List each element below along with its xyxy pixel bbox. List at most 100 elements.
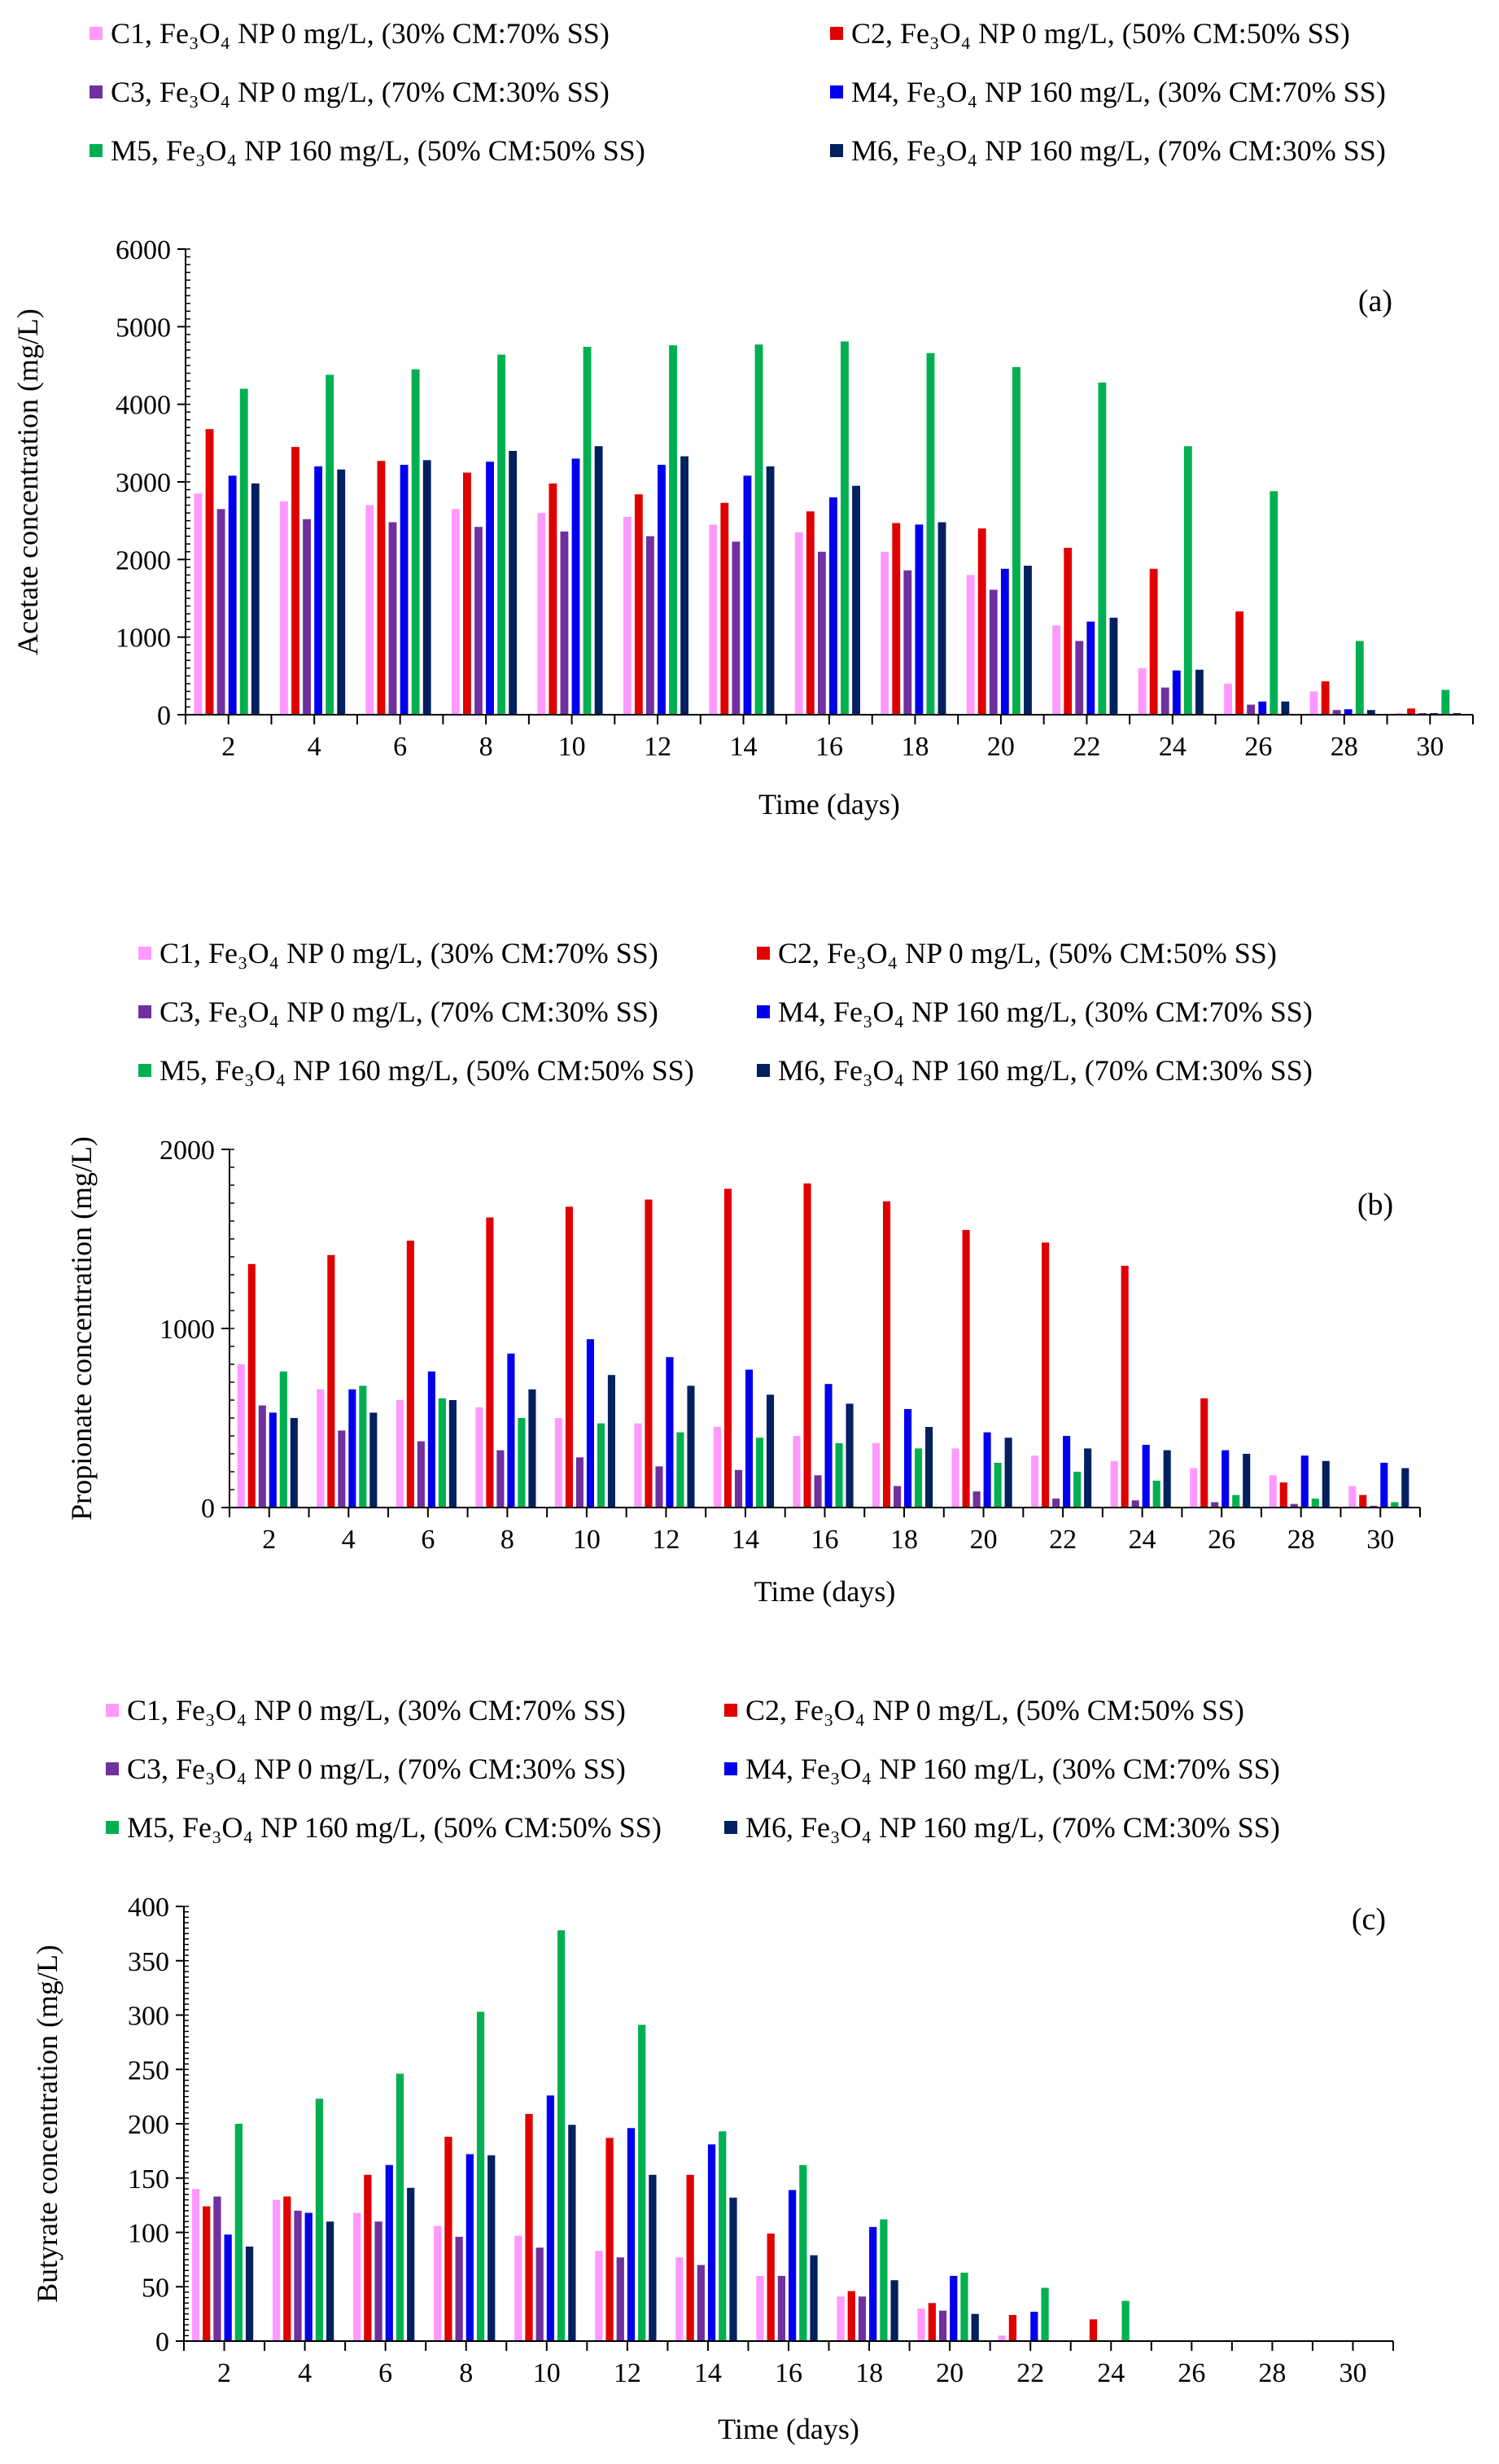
- bar: [707, 2144, 716, 2341]
- bar: [645, 1199, 653, 1508]
- bar: [917, 2308, 925, 2341]
- bar: [829, 497, 837, 715]
- bar: [646, 536, 654, 715]
- bar: [1279, 1482, 1287, 1508]
- bar: [1052, 625, 1061, 715]
- bar: [847, 2291, 855, 2341]
- bar: [326, 2221, 334, 2341]
- bar: [1138, 667, 1147, 715]
- x-tick-label: 24: [1129, 1525, 1156, 1555]
- legend-swatch: [830, 85, 843, 98]
- legend-label: C1, Fe₃O₄ NP 0 mg/L, (30% CM:70% SS): [160, 937, 658, 969]
- bar: [279, 1371, 287, 1508]
- bar: [1391, 1502, 1399, 1508]
- legend-item: C3, Fe₃O₄ NP 0 mg/L, (70% CM:30% SS): [106, 1752, 626, 1786]
- bar: [451, 509, 460, 715]
- legend-swatch: [138, 947, 151, 960]
- y-tick-label: 5000: [116, 313, 171, 343]
- bar: [213, 2196, 221, 2341]
- legend-swatch: [90, 85, 103, 98]
- bar: [880, 2219, 888, 2341]
- x-tick-label: 10: [558, 732, 586, 762]
- panel-label: (b): [1357, 1188, 1393, 1222]
- bar: [1281, 701, 1290, 715]
- y-tick-label: 150: [128, 2164, 169, 2195]
- bar: [1052, 1499, 1060, 1508]
- bar: [1258, 701, 1267, 715]
- bar: [1073, 1472, 1082, 1508]
- bar: [1359, 1495, 1367, 1508]
- x-tick-label: 8: [459, 2358, 473, 2388]
- bar: [448, 1400, 457, 1508]
- panel-label: (a): [1358, 284, 1392, 318]
- bar: [1086, 621, 1095, 715]
- bar: [634, 1423, 642, 1508]
- bar: [925, 1427, 933, 1508]
- bar: [1004, 1438, 1012, 1508]
- x-tick-label: 12: [652, 1525, 680, 1555]
- bar: [756, 2275, 764, 2341]
- bar: [369, 1412, 378, 1508]
- legend-label: C2, Fe₃O₄ NP 0 mg/L, (50% CM:50% SS): [745, 1694, 1244, 1727]
- y-tick-label: 200: [128, 2110, 169, 2140]
- panel-a: C1, Fe₃O₄ NP 0 mg/L, (30% CM:70% SS) C2, …: [0, 0, 1499, 830]
- bar: [835, 1442, 843, 1508]
- x-tick-label: 22: [1016, 2358, 1044, 2388]
- legend-label: C3, Fe₃O₄ NP 0 mg/L, (70% CM:30% SS): [160, 996, 658, 1028]
- bar: [1160, 687, 1169, 715]
- legend-item: M6, Fe₃O₄ NP 160 mg/L, (70% CM:30% SS): [757, 1053, 1313, 1088]
- x-tick-label: 30: [1339, 2358, 1366, 2388]
- legend-label: M6, Fe₃O₄ NP 160 mg/L, (70% CM:30% SS): [778, 1054, 1313, 1087]
- x-tick-label: 18: [901, 732, 929, 762]
- y-tick-label: 250: [128, 2055, 169, 2085]
- bar: [766, 1394, 775, 1508]
- bar: [713, 1427, 722, 1508]
- bar: [915, 1448, 923, 1508]
- bar: [777, 2275, 786, 2341]
- bar: [869, 2226, 877, 2341]
- bar: [258, 1405, 266, 1508]
- bar: [434, 2225, 442, 2341]
- bar: [194, 493, 203, 715]
- bar: [817, 551, 826, 715]
- legend-item: C1, Fe₃O₄ NP 0 mg/L, (30% CM:70% SS): [90, 16, 610, 50]
- x-tick-label: 28: [1258, 2358, 1286, 2388]
- bar: [1024, 565, 1032, 715]
- bar: [983, 1432, 991, 1508]
- bar: [675, 2257, 684, 2341]
- x-tick-label: 14: [732, 1525, 759, 1555]
- x-tick-label: 30: [1416, 732, 1444, 762]
- bar: [960, 2272, 968, 2341]
- bar: [789, 2190, 797, 2341]
- bar: [476, 2011, 485, 2341]
- bar: [1149, 568, 1158, 715]
- bar: [627, 2128, 636, 2341]
- bar: [548, 483, 557, 715]
- bar: [1075, 641, 1084, 715]
- x-tick-label: 10: [533, 2358, 561, 2388]
- x-tick-label: 20: [936, 2358, 964, 2388]
- bar: [575, 1457, 583, 1508]
- bar: [989, 589, 998, 715]
- bar: [605, 2138, 614, 2341]
- bar: [666, 1357, 674, 1508]
- x-axis-title: Time (days): [754, 1575, 896, 1608]
- y-tick-label: 3000: [116, 468, 171, 498]
- y-tick-label: 0: [157, 701, 171, 731]
- y-tick-label: 0: [155, 2327, 169, 2357]
- x-tick-label: 20: [970, 1525, 998, 1555]
- x-tick-label: 30: [1366, 1525, 1394, 1555]
- bar: [719, 2131, 727, 2341]
- y-axis-title: Acetate concentration (mg/L): [11, 309, 44, 655]
- x-tick-label: 20: [987, 732, 1015, 762]
- bar: [687, 1385, 695, 1508]
- bar: [407, 2187, 415, 2341]
- bar: [720, 502, 729, 715]
- bar: [487, 2155, 496, 2341]
- y-tick-label: 1000: [160, 1315, 215, 1345]
- bar: [554, 1418, 562, 1508]
- y-axis-title: Butyrate concentration (mg/L): [31, 1945, 63, 2303]
- bar: [537, 513, 546, 715]
- bar: [697, 2265, 705, 2341]
